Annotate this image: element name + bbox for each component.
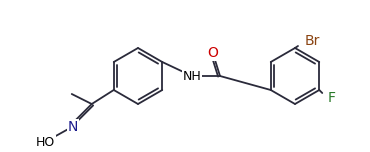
- Text: Br: Br: [304, 34, 320, 48]
- Text: NH: NH: [183, 71, 201, 83]
- Text: O: O: [208, 46, 218, 60]
- Text: HO: HO: [36, 135, 55, 149]
- Text: N: N: [68, 120, 78, 134]
- Text: F: F: [327, 91, 335, 105]
